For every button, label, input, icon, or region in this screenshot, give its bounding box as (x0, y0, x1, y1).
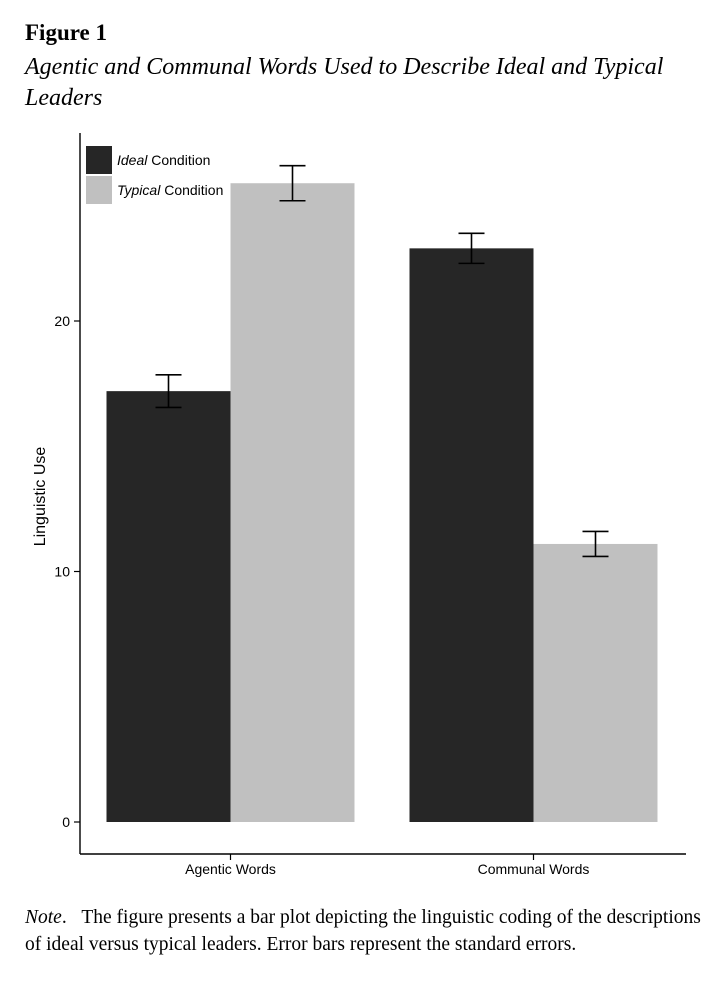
bar-chart: 0 10 20 Agentic Words Communal Words Linguist… (32, 133, 686, 877)
bar-ideal-0 (106, 391, 231, 822)
x-tick-label: Communal Words (478, 861, 590, 877)
legend-swatch (86, 176, 112, 204)
legend-label: Typical Condition (117, 182, 223, 198)
y-tick-label: 0 (62, 814, 70, 830)
error-bar (155, 374, 182, 409)
y-tick-label: 20 (54, 313, 70, 329)
figure-label: Figure 1 (25, 20, 107, 45)
bars-layer (106, 183, 658, 823)
y-axis-title: Linguistic Use (32, 447, 49, 547)
bar-ideal-1 (409, 248, 534, 823)
figure-note: Note. The figure presents a bar plot dep… (25, 904, 705, 958)
legend-item: Ideal Condition (86, 146, 210, 174)
figure-title: Agentic and Communal Words Used to Descr… (25, 54, 664, 111)
error-bar (458, 232, 485, 265)
legend-item: Typical Condition (86, 176, 223, 204)
bar-typical-1 (533, 543, 658, 822)
legend-label-emphasis: Ideal (117, 152, 148, 168)
error-bars-layer (155, 164, 609, 558)
legend-swatch (86, 146, 112, 174)
y-tick-label: 10 (54, 564, 70, 580)
legend-label: Ideal Condition (117, 152, 210, 168)
note-label: Note (25, 907, 62, 928)
legend-label-emphasis: Typical (117, 182, 161, 198)
note-separator: . (61, 907, 82, 928)
error-bar (279, 164, 306, 202)
note-text: The figure presents a bar plot depicting… (25, 907, 701, 955)
legend-label-rest: Condition (160, 182, 223, 198)
legend-label-rest: Condition (147, 152, 210, 168)
error-bar (582, 530, 609, 558)
bar-typical-0 (230, 183, 355, 823)
axes-layer: 0 10 20 Agentic Words Communal Words Linguist… (32, 133, 686, 877)
x-tick-label: Agentic Words (185, 861, 276, 877)
